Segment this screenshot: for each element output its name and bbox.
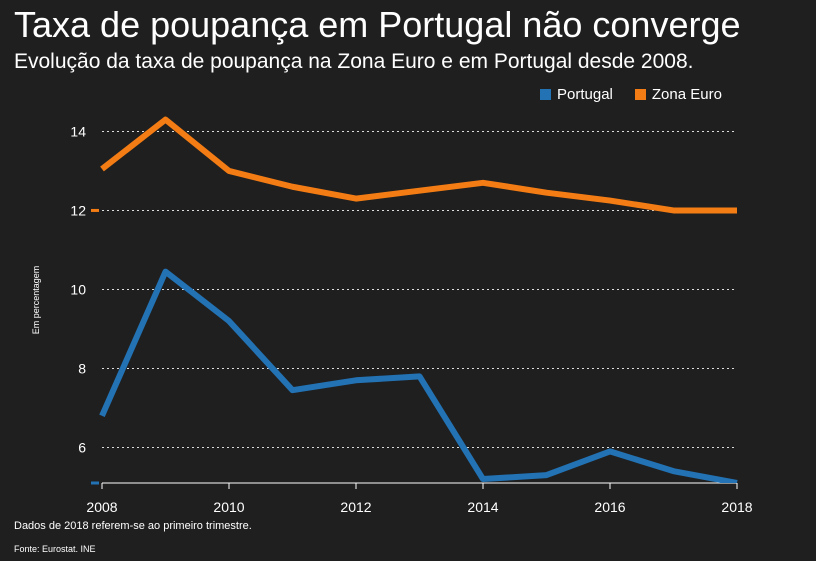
legend-item-portugal: Portugal — [540, 86, 613, 103]
chart-subtitle: Evolução da taxa de poupança na Zona Eur… — [14, 50, 694, 73]
x-tick-label: 2012 — [340, 499, 371, 515]
legend-swatch-portugal — [540, 89, 551, 100]
x-tick-label: 2018 — [721, 499, 752, 515]
legend-label-zona-euro: Zona Euro — [651, 86, 722, 103]
series-line-zona-euro — [100, 116, 737, 214]
x-tick-label: 2008 — [86, 499, 117, 515]
legend: Portugal Zona Euro — [540, 86, 744, 103]
legend-item-zona-euro: Zona Euro — [634, 86, 722, 103]
source-note: Fonte: Eurostat. INE — [14, 544, 96, 554]
x-tick-label: 2016 — [594, 499, 625, 515]
y-tick-label: 6 — [78, 439, 86, 455]
y-tick-label: 10 — [70, 281, 86, 297]
y-tick-label: 14 — [70, 123, 86, 139]
footnote: Dados de 2018 referem-se ao primeiro tri… — [14, 520, 252, 532]
y-tick-label: 8 — [78, 360, 86, 376]
legend-swatch-zona-euro — [634, 89, 646, 100]
series-line-portugal — [99, 268, 738, 483]
x-tick-label: 2010 — [213, 499, 244, 515]
x-tick-label: 2014 — [467, 499, 498, 515]
legend-label-portugal: Portugal — [557, 86, 613, 103]
y-tick-label: 12 — [70, 202, 86, 218]
chart-title: Taxa de poupança em Portugal não converg… — [14, 4, 741, 45]
